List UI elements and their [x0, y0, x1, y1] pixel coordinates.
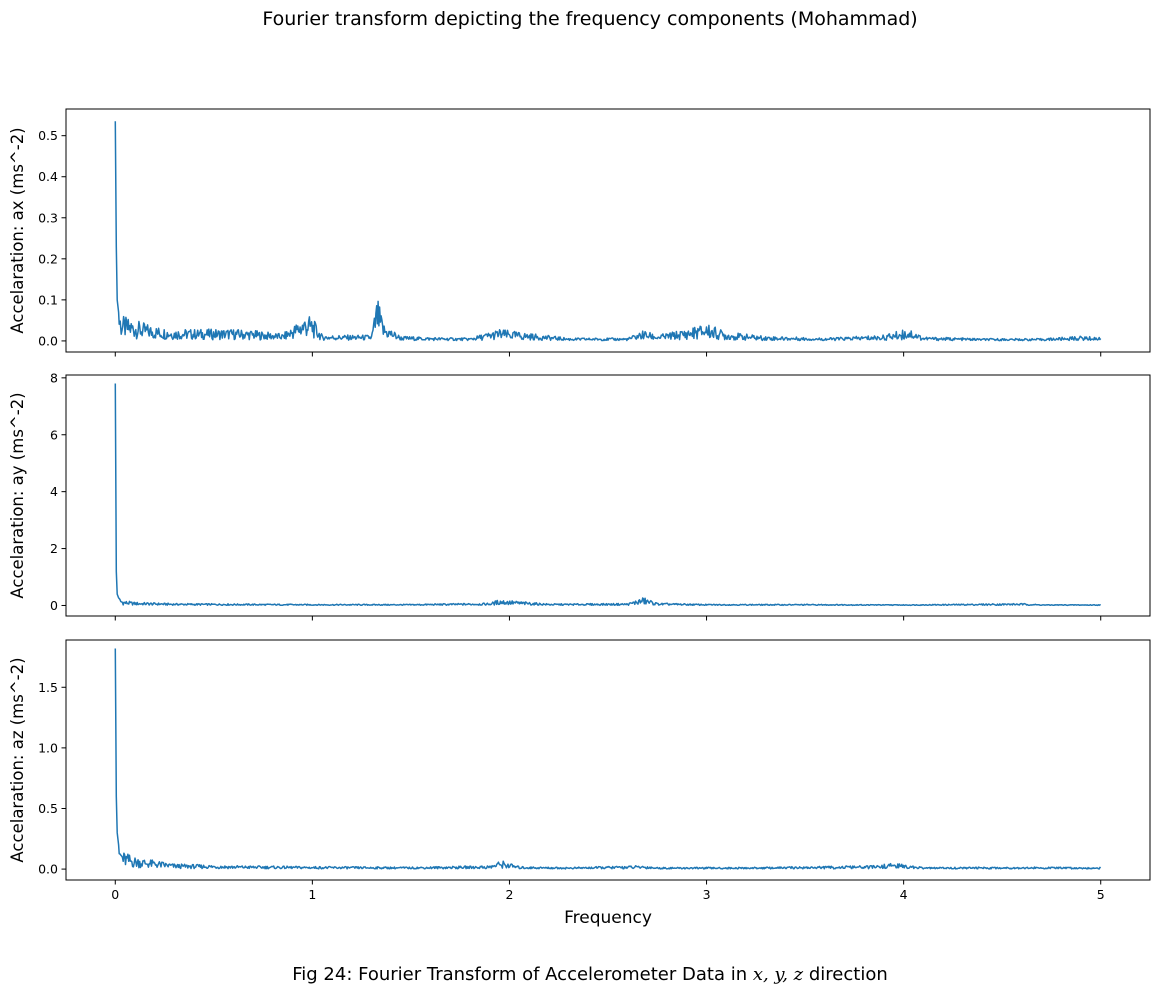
caption-prefix: Fig 24: Fourier Transform of Acceleromet… [292, 964, 753, 985]
series-line [114, 121, 1102, 342]
axes-group: 0.0 0.1 0.2 0.3 0.4 0.5 Accelaration: ax (ms^-… [8, 108, 1151, 928]
y-tick-label: 0.0 [38, 333, 58, 348]
x-axis-label: Frequency [564, 908, 652, 928]
suptitle: Fourier transform depicting the frequenc… [262, 8, 917, 30]
y-tick-label: 8 [50, 370, 58, 385]
x-tick-label: 2 [505, 887, 513, 902]
axes-frame [65, 639, 1151, 881]
y-axis-label: Accelaration: ay (ms^-2) [8, 392, 27, 598]
figure-caption: Fig 24: Fourier Transform of Acceleromet… [292, 964, 888, 985]
y-tick-label: 1.0 [38, 740, 58, 755]
y-tick-label: 2 [50, 541, 58, 556]
y-tick-label: 0.0 [38, 862, 58, 877]
x-tick-label: 5 [1097, 887, 1105, 902]
caption-suffix: direction [803, 964, 888, 985]
y-axis-label: Accelaration: az (ms^-2) [8, 657, 27, 862]
y-tick-label: 0.1 [38, 292, 58, 307]
y-tick-label: 0.2 [38, 251, 58, 266]
subplot-1: 0.0 0.1 0.2 0.3 0.4 0.5 Accelaration: ax (ms^-… [8, 108, 1151, 357]
y-tick-label: 0.5 [38, 801, 58, 816]
y-axis-label: Accelaration: ax (ms^-2) [8, 127, 27, 333]
y-tick-label: 1.5 [38, 680, 58, 695]
axes-frame [65, 374, 1151, 617]
x-tick-label: 1 [308, 887, 316, 902]
axes-frame [65, 108, 1151, 353]
y-tick-label: 4 [50, 484, 58, 499]
y-tick-label: 0 [50, 598, 58, 613]
caption-math: x, y, z [753, 964, 804, 985]
series-line [114, 383, 1101, 607]
x-tick-label: 0 [111, 887, 119, 902]
subplot-2: 0 2 4 6 8 Accelaration: ay (ms^-2) [8, 370, 1151, 621]
y-tick-label: 6 [50, 427, 58, 442]
x-tick-label: 4 [900, 887, 908, 902]
series-line [114, 648, 1102, 870]
y-tick-label: 0.4 [38, 169, 58, 184]
y-tick-label: 0.5 [38, 128, 58, 143]
x-tick-label: 3 [703, 887, 711, 902]
subplot-3: 0 1 2 3 4 5 0.0 0.5 1.0 1.5 Accelaration: az (ms^-… [8, 639, 1151, 928]
y-tick-label: 0.3 [38, 210, 58, 225]
